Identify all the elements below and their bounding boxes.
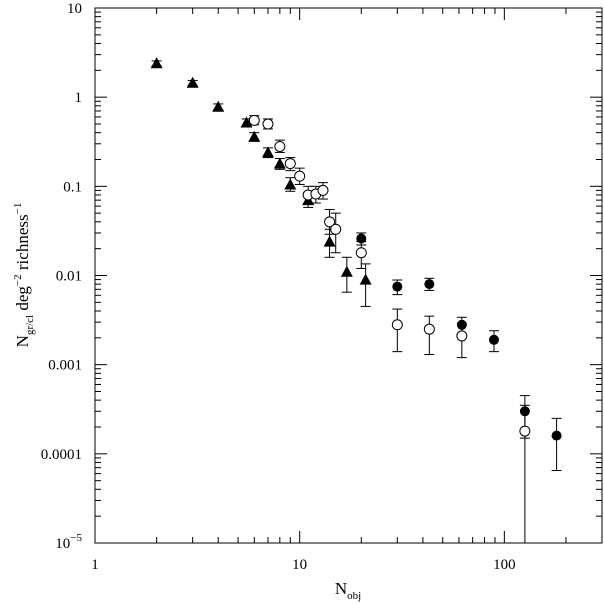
data-markers bbox=[150, 57, 562, 441]
open-circle-marker bbox=[330, 223, 342, 235]
triangle-marker bbox=[261, 146, 274, 158]
x-axis-label: Nobj bbox=[335, 579, 361, 602]
error-bars bbox=[151, 60, 562, 543]
open-circle-marker bbox=[324, 216, 336, 228]
triangle-marker bbox=[240, 116, 253, 128]
y-tick-label: 0.1 bbox=[63, 179, 82, 195]
filled-circle-marker bbox=[551, 430, 562, 441]
filled-circle-marker bbox=[519, 406, 530, 417]
triangle-marker bbox=[212, 100, 225, 112]
filled-circle-marker bbox=[456, 319, 467, 330]
y-tick-label: 1 bbox=[75, 90, 83, 106]
open-circle-marker bbox=[284, 158, 296, 170]
open-circle-marker bbox=[391, 319, 403, 331]
tick-labels: 1 10 100 10 1 0.1 0.01 0.001 0.0001 10−5 bbox=[41, 1, 516, 573]
open-circle-marker bbox=[262, 118, 274, 130]
triangle-marker bbox=[323, 235, 336, 247]
open-circle-marker bbox=[423, 323, 435, 335]
y-tick-label: 0.001 bbox=[48, 358, 82, 374]
y-tick-label: 0.01 bbox=[56, 269, 82, 285]
triangle-marker bbox=[340, 265, 353, 277]
x-tick-label: 1 bbox=[91, 557, 99, 573]
x-tick-label: 10 bbox=[292, 557, 307, 573]
filled-circle-marker bbox=[488, 334, 499, 345]
axis-ticks bbox=[94, 7, 603, 544]
triangle-marker bbox=[150, 57, 163, 69]
triangle-marker bbox=[284, 178, 297, 190]
filled-circle-marker bbox=[424, 279, 435, 290]
x-tick-label: 100 bbox=[493, 557, 516, 573]
triangle-marker bbox=[359, 273, 372, 285]
y-tick-label: 10−5 bbox=[55, 532, 82, 552]
y-axis-label: Ngr/cl deg−2 richness−1 bbox=[12, 203, 36, 348]
open-circle-marker bbox=[317, 184, 329, 196]
open-circle-marker bbox=[294, 170, 306, 182]
triangle-marker bbox=[248, 130, 261, 142]
open-circle-marker bbox=[519, 425, 531, 437]
open-circle-marker bbox=[248, 114, 260, 126]
triangle-marker bbox=[273, 157, 286, 169]
open-circle-marker bbox=[355, 247, 367, 259]
filled-circle-marker bbox=[356, 233, 367, 244]
triangle-marker bbox=[186, 76, 199, 88]
open-circle-marker bbox=[274, 140, 286, 152]
y-tick-label: 0.0001 bbox=[41, 447, 82, 463]
open-circle-marker bbox=[456, 330, 468, 342]
y-tick-label: 10 bbox=[67, 1, 82, 17]
filled-circle-marker bbox=[392, 281, 403, 292]
